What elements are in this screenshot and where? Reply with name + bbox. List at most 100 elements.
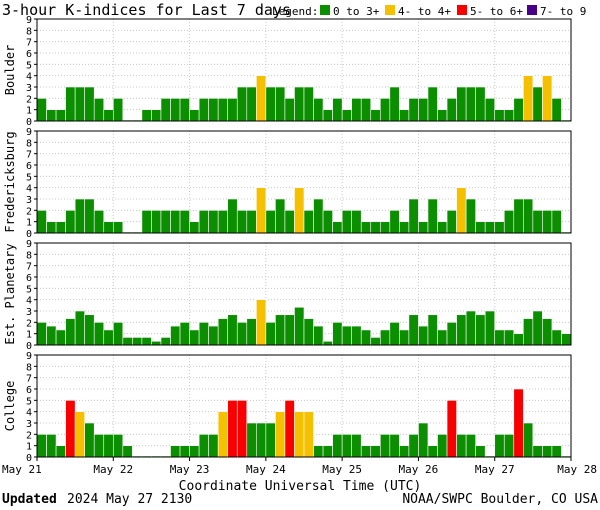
panel-frame <box>36 18 572 122</box>
k-index-bar <box>36 98 47 122</box>
k-index-bar <box>74 198 85 234</box>
k-index-bar <box>494 109 505 122</box>
k-index-bar <box>84 198 95 234</box>
y-tick-label: 0 <box>26 117 32 128</box>
k-index-bar <box>484 310 496 346</box>
k-index-bar <box>446 210 457 234</box>
y-tick-label: 6 <box>26 273 32 284</box>
x-tick-label: May 24 <box>246 463 286 476</box>
k-index-bar <box>475 445 486 458</box>
k-index-bar <box>351 98 362 122</box>
k-index-bar <box>275 411 286 458</box>
k-index-bar <box>370 337 381 346</box>
k-index-bar <box>551 210 562 234</box>
k-index-bar <box>341 210 352 234</box>
k-index-bar <box>284 98 295 122</box>
k-index-bar <box>74 86 85 122</box>
footer-updated-label: Updated <box>2 492 57 507</box>
k-index-bar <box>313 198 324 234</box>
k-index-bar <box>227 400 238 458</box>
k-index-bar <box>389 86 400 122</box>
y-tick-label: 2 <box>26 318 32 329</box>
k-index-bar <box>446 98 457 122</box>
k-index-bar <box>322 340 333 346</box>
k-index-bar <box>303 86 314 122</box>
k-index-bar <box>389 434 400 458</box>
k-index-bar <box>418 325 429 346</box>
legend-label: Legend: <box>272 5 318 18</box>
k-index-bar <box>446 400 457 458</box>
k-index-bar <box>389 322 400 346</box>
k-index-bar <box>370 221 381 234</box>
k-index-bar <box>189 445 200 458</box>
k-index-bar <box>112 98 124 122</box>
x-tick-label: May 25 <box>322 463 362 476</box>
k-index-bar <box>456 314 467 346</box>
footer-source: NOAA/SWPC Boulder, CO USA <box>402 492 598 507</box>
k-index-bar <box>208 210 219 234</box>
legend-item-3: 5- to 6+ <box>470 5 523 18</box>
k-index-bar <box>341 325 352 346</box>
k-index-bar <box>503 210 515 234</box>
y-tick-label: 9 <box>26 239 32 250</box>
k-index-bar <box>160 98 171 122</box>
k-index-bar <box>46 221 57 234</box>
x-tick-label: May 27 <box>475 463 515 476</box>
k-index-bar <box>313 98 324 122</box>
k-index-bar <box>513 388 524 458</box>
y-tick-label: 4 <box>26 72 32 83</box>
k-index-bar <box>93 322 105 346</box>
k-index-bar <box>103 434 114 458</box>
k-index-bar <box>170 325 181 346</box>
k-index-bar <box>151 340 162 346</box>
k-index-bar <box>189 221 200 234</box>
k-index-bar <box>93 210 105 234</box>
k-index-bar <box>93 98 105 122</box>
k-index-bar <box>256 299 267 346</box>
panel-label: Est. Planetary <box>3 243 17 344</box>
k-index-bar <box>208 98 219 122</box>
k-index-bar <box>303 411 314 458</box>
k-index-bar <box>475 314 486 346</box>
y-tick-label: 9 <box>26 15 32 26</box>
k-index-bar <box>46 434 57 458</box>
k-index-bar <box>399 329 410 346</box>
k-index-bar <box>141 109 152 122</box>
k-index-bar <box>465 198 476 234</box>
k-index-bar <box>246 318 257 346</box>
k-index-bar <box>484 221 496 234</box>
k-index-bar <box>503 434 515 458</box>
footer-updated-value: 2024 May 27 2130 <box>67 492 192 507</box>
k-index-bar <box>532 210 543 234</box>
k-index-bar <box>189 329 200 346</box>
k-index-bar <box>418 422 429 458</box>
legend-swatch-2 <box>385 5 395 15</box>
legend-item-2: 4- to 4+ <box>398 5 451 18</box>
panel-label: Boulder <box>3 45 17 96</box>
y-tick-label: 3 <box>26 195 32 206</box>
k-index-bar <box>46 109 57 122</box>
k-index-bar <box>437 109 448 122</box>
k-index-bar <box>437 221 448 234</box>
k-index-bar <box>399 221 410 234</box>
k-index-bar <box>65 86 76 122</box>
panel-label: Fredericksburg <box>3 131 17 232</box>
k-index-bar <box>399 109 410 122</box>
y-tick-label: 5 <box>26 396 32 407</box>
k-index-bar <box>360 221 372 234</box>
k-index-bar <box>236 400 248 458</box>
k-index-bar <box>294 86 305 122</box>
k-index-bar <box>84 422 95 458</box>
k-index-bar <box>65 210 76 234</box>
k-index-bar <box>275 198 286 234</box>
k-index-bar <box>523 318 534 346</box>
k-index-bar <box>437 434 448 458</box>
k-index-bar <box>379 434 391 458</box>
k-index-bar <box>65 400 76 458</box>
k-index-bar <box>332 98 343 122</box>
k-index-bar <box>112 221 124 234</box>
k-index-bar <box>408 98 419 122</box>
k-index-bar <box>122 337 133 346</box>
